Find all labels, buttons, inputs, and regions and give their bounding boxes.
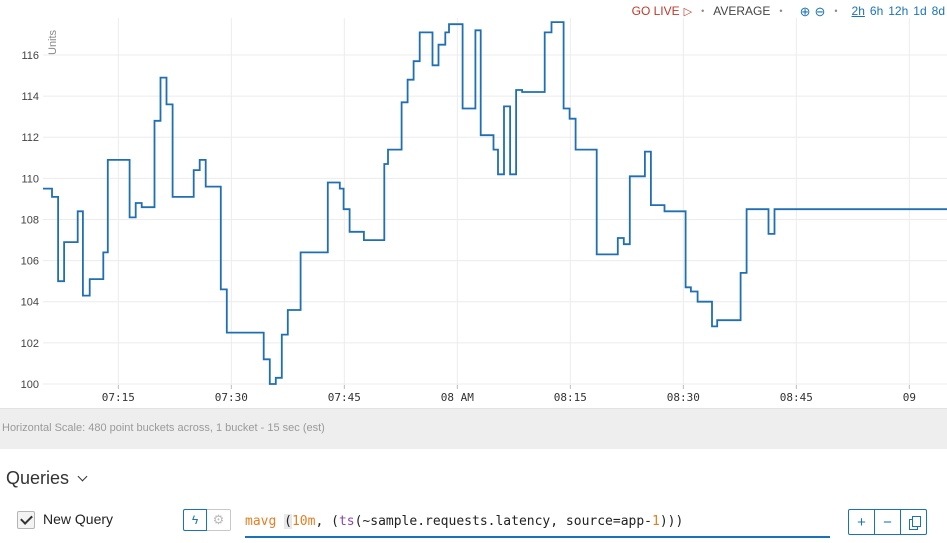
chevron-down-icon [77, 471, 88, 482]
query-token-source-num: 1 [652, 514, 660, 529]
x-tick-label: 09 [903, 391, 916, 404]
y-tick-label: 110 [21, 173, 39, 185]
x-tick-label: 07:15 [102, 391, 135, 404]
range-2h[interactable]: 2h [851, 4, 865, 18]
y-tick-label: 106 [21, 256, 39, 268]
query-input[interactable]: mavg (10m, (ts(~sample.requests.latency,… [245, 508, 830, 538]
query-token-args: (~sample.requests.latency, source=app- [354, 514, 653, 529]
y-axis: 100 102 104 106 108 110 112 114 116 [21, 50, 39, 391]
queries-title: Queries [6, 468, 70, 488]
horizontal-scale-text: Horizontal Scale: 480 point buckets acro… [2, 422, 325, 434]
y-tick-label: 102 [21, 338, 39, 350]
y-tick-label: 108 [21, 214, 39, 226]
query-token-number: 10m [291, 514, 316, 529]
x-tick-label: 07:45 [328, 391, 361, 404]
bolt-icon: ϟ [191, 513, 199, 527]
x-tick-label: 08:30 [667, 391, 700, 404]
y-tick-label: 112 [21, 132, 39, 144]
query-token-sep: , ( [315, 514, 339, 529]
checkmark-icon [19, 512, 33, 525]
x-tick-label: 08:15 [554, 391, 587, 404]
summarization-dropdown[interactable]: AVERAGE [713, 4, 771, 18]
y-axis-label: Units [47, 29, 59, 55]
zoom-out-icon[interactable]: ⊖ [814, 3, 826, 19]
go-live-label: GO LIVE [631, 4, 680, 18]
gear-icon: ⚙ [212, 512, 225, 527]
query-token-function: mavg [245, 514, 277, 529]
zoom-in-icon[interactable]: ⊕ [799, 3, 811, 19]
query-token-ts: ts [338, 514, 355, 529]
y-tick-label: 116 [21, 50, 39, 62]
minus-icon: − [883, 513, 892, 531]
queries-header[interactable]: Queries [6, 468, 88, 489]
query-builder-toggle[interactable]: ϟ [183, 509, 207, 531]
x-axis: 07:15 07:30 07:45 08 AM 08:15 08:30 08:45 09 [102, 385, 916, 404]
query-settings-button[interactable]: ⚙ [207, 509, 231, 531]
range-6h[interactable]: 6h [869, 4, 884, 18]
y-tick-label: 104 [21, 297, 39, 309]
remove-query-button[interactable]: − [874, 509, 901, 535]
y-tick-label: 100 [21, 379, 39, 391]
x-tick-label: 07:30 [215, 391, 248, 404]
add-query-button[interactable]: + [848, 509, 875, 535]
y-tick-label: 114 [21, 91, 39, 103]
play-icon: ▷ [683, 5, 693, 18]
x-tick-label: 08 AM [441, 391, 474, 404]
separator-dot: • [701, 6, 705, 16]
query-name[interactable]: New Query [43, 511, 114, 527]
range-1d[interactable]: 1d [913, 4, 927, 18]
query-token-paren: ( [284, 514, 292, 529]
chart-gridlines [43, 18, 947, 385]
query-actions: + − [848, 509, 927, 535]
series-line[interactable] [43, 21, 947, 385]
go-live-button[interactable]: GO LIVE ▷ [632, 4, 693, 18]
copy-icon [909, 515, 921, 530]
separator-dot: • [779, 6, 783, 16]
range-12h[interactable]: 12h [888, 4, 909, 18]
separator-dot: • [834, 6, 838, 16]
range-8d[interactable]: 8d [931, 4, 945, 18]
query-enabled-checkbox[interactable] [17, 511, 35, 529]
query-token-close: ))) [659, 514, 684, 529]
plus-icon: + [857, 513, 866, 531]
horizontal-scale-bar: Horizontal Scale: 480 point buckets acro… [0, 408, 947, 449]
copy-query-button[interactable] [900, 509, 927, 535]
x-tick-label: 08:45 [780, 391, 813, 404]
chart-toolbar: GO LIVE ▷ • AVERAGE • ⊕ ⊖ • 2h 6h 12h 1d… [632, 3, 947, 19]
